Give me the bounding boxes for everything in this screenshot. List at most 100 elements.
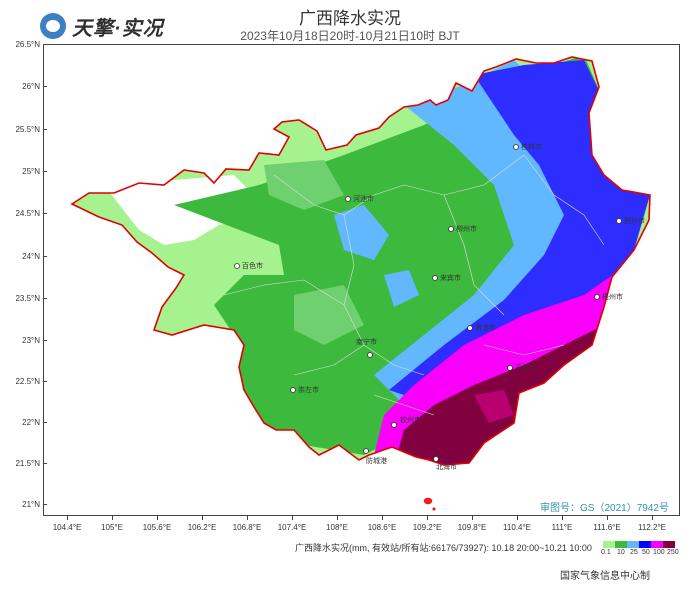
city-label-wuzhou: 梧州市: [602, 292, 623, 301]
city-chongzuo: 崇左市: [290, 385, 319, 394]
lat-tick-label: 25°N: [22, 167, 40, 176]
legend-swatch: [615, 541, 627, 548]
map-frame: 桂林市 河池市 贺州市 柳州市 来宾市 百色市: [43, 44, 680, 516]
legend-swatch: [627, 541, 639, 548]
legend-swatch: [651, 541, 663, 548]
lon-tick-mark: [382, 516, 383, 520]
lat-tick-mark: [43, 340, 47, 341]
lat-tick-label: 21.5°N: [15, 459, 40, 468]
city-laibin: 来宾市: [432, 273, 461, 282]
legend-label: 0.1: [601, 549, 611, 556]
city-beihai: 北海市: [433, 456, 457, 471]
city-label-baise: 百色市: [242, 261, 263, 270]
lon-tick-label: 106.2°E: [187, 523, 217, 532]
lon-tick-mark: [112, 516, 113, 520]
city-label-fangchenggang: 防城港: [366, 456, 387, 465]
city-wuzhou: 梧州市: [594, 292, 623, 301]
lat-tick-mark: [43, 298, 47, 299]
city-baise: 百色市: [234, 261, 263, 270]
lon-tick-mark: [607, 516, 608, 520]
legend-label: 25: [630, 549, 638, 556]
lon-tick-mark: [562, 516, 563, 520]
city-label-qinzhou: 钦州市: [400, 415, 421, 424]
lon-tick-mark: [292, 516, 293, 520]
legend-color-bar: [603, 541, 675, 548]
lat-tick-label: 23°N: [22, 336, 40, 345]
lat-tick-mark: [43, 171, 47, 172]
precipitation-map: 桂林市 河池市 贺州市 柳州市 来宾市 百色市: [71, 56, 651, 511]
legend-label: 100: [653, 549, 665, 556]
lat-tick-label: 24.5°N: [15, 209, 40, 218]
lat-tick-mark: [43, 213, 47, 214]
lon-tick-mark: [247, 516, 248, 520]
lon-tick-label: 109.8°E: [457, 523, 487, 532]
lon-tick-mark: [157, 516, 158, 520]
city-label-liuzhou: 柳州市: [456, 224, 477, 233]
city-label-hezhou: 贺州市: [624, 216, 645, 225]
city-guilin: 桂林市: [513, 142, 542, 151]
lon-tick-label: 111°E: [551, 523, 573, 532]
legend-swatch: [639, 541, 651, 548]
prefecture-boundaries: [223, 154, 605, 416]
lon-tick-label: 112.2°E: [638, 523, 666, 532]
legend-label: 50: [642, 549, 650, 556]
city-fangchenggang: 防城港: [363, 448, 387, 465]
lat-tick-label: 25.5°N: [15, 125, 40, 134]
legend-title: 广西降水实况(mm, 有效站/所有站:66176/73927): 10.18 2…: [295, 543, 592, 553]
lat-tick-mark: [43, 422, 47, 423]
lat-tick-label: 22.5°N: [15, 377, 40, 386]
lon-tick-label: 104.4°E: [52, 523, 82, 532]
lat-tick-mark: [43, 463, 47, 464]
lon-tick-mark: [337, 516, 338, 520]
lon-tick-label: 111.6°E: [593, 523, 621, 532]
lat-tick-mark: [43, 86, 47, 87]
city-label-nanning: 南宁市: [356, 337, 377, 346]
lon-tick-label: 108.6°E: [367, 523, 397, 532]
lat-tick-mark: [43, 381, 47, 382]
lon-tick-mark: [517, 516, 518, 520]
lon-tick-label: 108°E: [326, 523, 348, 532]
logo-text: 天擎·实况: [72, 17, 164, 40]
precipitation-fill: [72, 57, 650, 465]
lat-tick-label: 26°N: [22, 82, 40, 91]
lat-tick-label: 24°N: [22, 252, 40, 261]
map-approval-number: 审图号：GS（2021）7942号: [540, 503, 669, 514]
lat-tick-mark: [43, 129, 47, 130]
lat-tick-label: 26.5°N: [15, 40, 40, 49]
city-guigang: 贵港市: [467, 323, 496, 332]
logo: 天擎·实况: [40, 12, 164, 40]
logo-icon: [40, 13, 66, 39]
city-qinzhou: 钦州市: [391, 415, 421, 428]
lat-tick-mark: [43, 44, 47, 45]
legend-label: 10: [617, 549, 625, 556]
lat-tick-mark: [43, 256, 47, 257]
lon-tick-label: 105°E: [101, 523, 123, 532]
lon-tick-mark: [652, 516, 653, 520]
producer-credit: 国家气象信息中心制: [560, 571, 650, 582]
city-label-beihai: 北海市: [436, 462, 457, 471]
city-yulin: 玉林市: [507, 363, 536, 372]
legend-label: 250: [667, 549, 679, 556]
city-label-laibin: 来宾市: [440, 273, 461, 282]
city-label-guigang: 贵港市: [475, 323, 496, 332]
lon-tick-mark: [67, 516, 68, 520]
lon-tick-label: 107.4°E: [277, 523, 307, 532]
lat-tick-mark: [43, 504, 47, 505]
map-subtitle: 2023年10月18日20时-10月21日10时 BJT: [240, 29, 460, 43]
lat-tick-label: 22°N: [22, 418, 40, 427]
city-nanning: 南宁市: [356, 337, 377, 358]
lon-tick-label: 106.8°E: [232, 523, 262, 532]
lon-tick-label: 105.6°E: [142, 523, 172, 532]
lat-tick-label: 21°N: [22, 500, 40, 509]
city-label-guilin: 桂林市: [521, 142, 542, 151]
lon-tick-label: 109.2°E: [412, 523, 442, 532]
city-hechi: 河池市: [345, 194, 374, 203]
lon-tick-mark: [427, 516, 428, 520]
legend-swatch: [663, 541, 675, 548]
city-label-chongzuo: 崇左市: [298, 385, 319, 394]
lon-tick-mark: [202, 516, 203, 520]
city-markers: 桂林市 河池市 贺州市 柳州市 来宾市 百色市: [234, 142, 645, 471]
city-hezhou: 贺州市: [616, 216, 645, 225]
lon-tick-mark: [472, 516, 473, 520]
map-title: 广西降水实况: [299, 9, 401, 28]
